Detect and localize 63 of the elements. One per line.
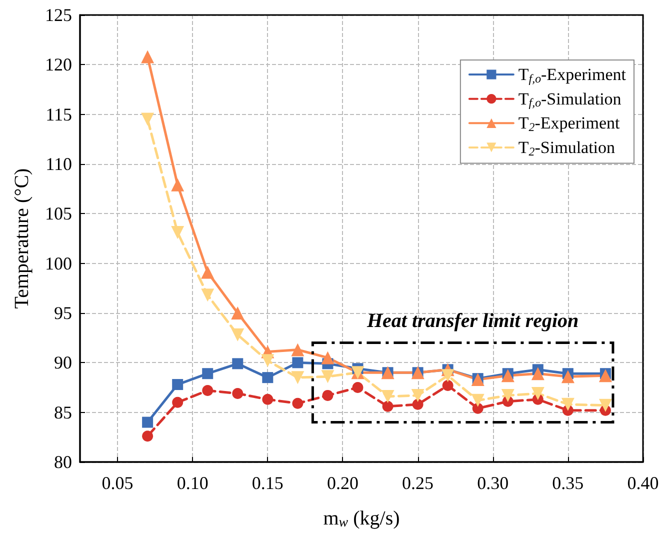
point <box>172 379 184 390</box>
point <box>441 369 454 382</box>
x-tick-label: 0.35 <box>552 473 584 493</box>
point <box>531 367 544 380</box>
point <box>411 388 424 402</box>
point <box>262 372 274 384</box>
point <box>141 50 154 64</box>
point <box>142 430 154 442</box>
point <box>141 112 154 126</box>
point <box>561 370 574 384</box>
x-tick-label: 0.25 <box>402 473 434 493</box>
point <box>171 226 184 240</box>
point <box>442 380 454 392</box>
y-tick-label: 120 <box>45 54 72 75</box>
point <box>598 369 612 382</box>
point <box>231 306 244 320</box>
point <box>352 382 364 393</box>
y-tick-label: 125 <box>45 5 72 25</box>
point <box>531 386 544 400</box>
y-tick-label: 110 <box>46 154 72 174</box>
y-tick-label: 115 <box>46 104 72 124</box>
point <box>381 390 394 403</box>
point <box>201 266 214 279</box>
point <box>171 178 184 192</box>
point <box>232 358 244 370</box>
point <box>382 400 394 412</box>
point <box>292 357 304 368</box>
x-tick-label: 0.40 <box>627 473 659 493</box>
point <box>321 370 334 384</box>
point <box>291 371 304 384</box>
point <box>412 398 424 410</box>
point <box>262 394 274 405</box>
point <box>598 398 612 412</box>
point <box>321 351 334 364</box>
y-tick-label: 100 <box>45 253 72 274</box>
x-tick-label: 0.30 <box>477 473 509 493</box>
y-tick-label: 80 <box>54 452 72 472</box>
point <box>322 390 334 401</box>
point <box>471 394 484 407</box>
annotation: Heat transfer limit region <box>366 310 579 332</box>
x-tick-label: 0.10 <box>176 473 208 493</box>
point <box>201 288 214 302</box>
x-tick-label: 0.15 <box>252 473 284 493</box>
point <box>292 398 304 409</box>
y-tick-label: 95 <box>54 303 72 323</box>
point <box>291 343 304 356</box>
y-tick-label: 85 <box>54 402 72 422</box>
point <box>172 396 184 408</box>
point <box>472 402 484 414</box>
y-tick-label: 90 <box>54 352 72 373</box>
y-axis-title: Temperature (°C) <box>11 168 33 309</box>
point <box>261 354 274 368</box>
x-tick-label: 0.05 <box>102 473 134 493</box>
point <box>501 388 514 402</box>
point <box>202 368 214 380</box>
point <box>202 384 214 396</box>
y-tick-label: 105 <box>45 204 72 224</box>
point <box>501 369 514 382</box>
point <box>561 398 574 411</box>
x-tick-label: 0.20 <box>326 473 358 493</box>
point <box>232 388 244 399</box>
point <box>142 416 154 428</box>
point <box>231 328 244 342</box>
